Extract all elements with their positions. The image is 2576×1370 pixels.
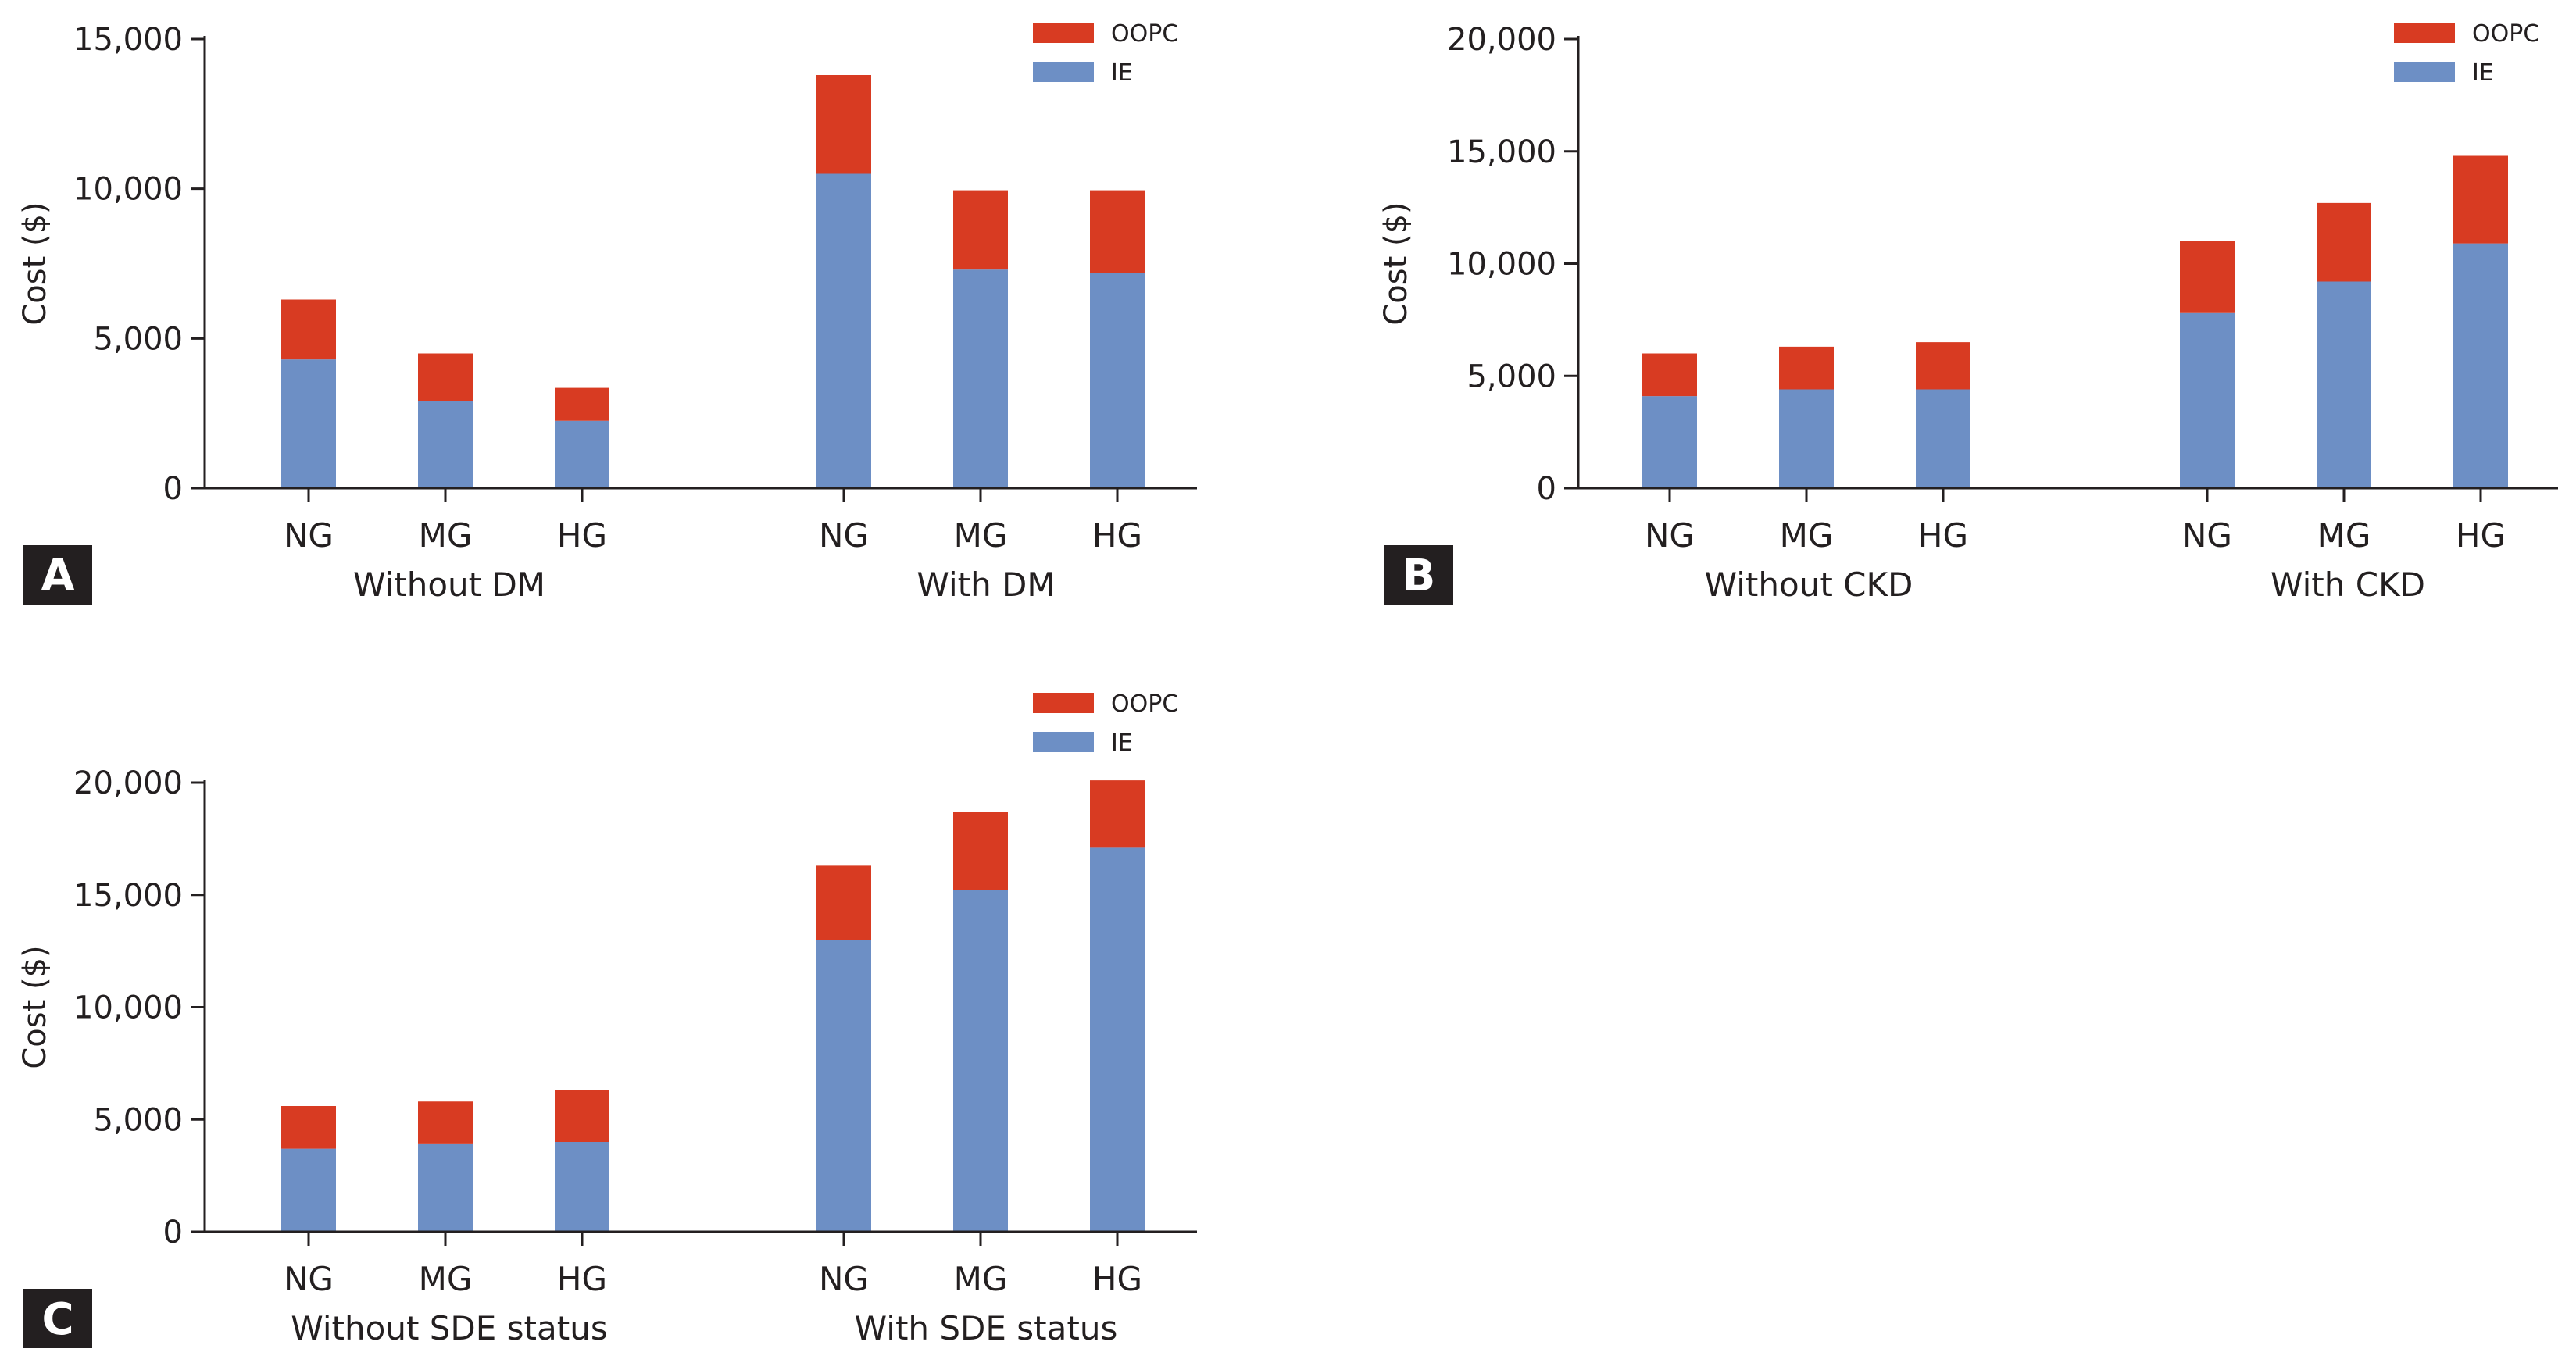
x-tick-label: MG: [954, 516, 1008, 555]
bar-ie-0: [281, 1148, 336, 1232]
bar-oopc-1: [1779, 346, 1834, 390]
x-tick-label: HG: [2456, 516, 2506, 555]
bar-ie-3: [816, 173, 871, 488]
y-tick-label: 10,000: [1447, 247, 1556, 283]
group-label: Without CKD: [1705, 565, 1913, 604]
bar-oopc-0: [281, 299, 336, 360]
x-tick-label: MG: [419, 516, 473, 555]
bar-ie-1: [1779, 389, 1834, 488]
panel-a: 0 5,000 10,000 15,000 NG MG HG NG MG HG Without DM…: [17, 20, 1197, 605]
bar-oopc-1: [418, 1101, 473, 1144]
panel-letter-box: [23, 1289, 92, 1348]
bar-oopc-3: [2180, 241, 2235, 313]
bar-oopc-4: [953, 812, 1008, 890]
y-tick-label: 15,000: [73, 22, 183, 58]
y-axis-label: Cost ($): [1378, 202, 1414, 325]
x-tick-label: HG: [1092, 1260, 1142, 1298]
x-tick-label: HG: [1092, 516, 1142, 555]
bar-ie-3: [2180, 312, 2235, 488]
legend-swatch-oopc: [1033, 693, 1094, 713]
bar-oopc-0: [281, 1106, 336, 1149]
group-label: With CKD: [2271, 565, 2425, 604]
x-tick-label: HG: [1918, 516, 1968, 555]
bar-ie-1: [418, 1143, 473, 1232]
panel-letter: A: [41, 551, 75, 601]
x-tick-label: MG: [2317, 516, 2371, 555]
x-tick-label: MG: [1780, 516, 1834, 555]
y-tick-label: 5,000: [93, 321, 183, 357]
bar-oopc-2: [1916, 342, 1970, 390]
legend-swatch-ie: [2394, 62, 2455, 82]
bar-ie-2: [555, 1142, 609, 1232]
bar-ie-5: [1090, 273, 1145, 488]
y-tick-label: 0: [1537, 471, 1556, 507]
legend-swatch-ie: [1033, 732, 1094, 752]
y-tick-label: 5,000: [93, 1102, 183, 1138]
y-tick-label: 10,000: [73, 172, 183, 208]
legend-label-ie: IE: [1111, 730, 1133, 757]
y-tick-label: 15,000: [73, 878, 183, 914]
x-tick-label: NG: [819, 516, 869, 555]
legend-swatch-ie: [1033, 62, 1094, 82]
bar-oopc-5: [1090, 190, 1145, 273]
bar-oopc-1: [418, 353, 473, 401]
legend-label-oopc: OOPC: [2472, 20, 2539, 48]
bar-oopc-4: [953, 190, 1008, 270]
bar-ie-5: [2453, 243, 2508, 488]
group-label: With SDE status: [855, 1309, 1118, 1347]
legend-swatch-oopc: [2394, 23, 2455, 43]
y-tick-label: 15,000: [1447, 134, 1556, 170]
bar-ie-0: [281, 359, 336, 488]
x-tick-label: NG: [1645, 516, 1695, 555]
bar-ie-0: [1642, 396, 1697, 488]
legend-label-ie: IE: [1111, 59, 1133, 87]
panel-letter: B: [1402, 551, 1436, 601]
y-tick-label: 20,000: [73, 765, 183, 801]
x-tick-label: NG: [284, 516, 334, 555]
bar-oopc-5: [1090, 780, 1145, 848]
group-label: With DM: [916, 565, 1055, 604]
legend-label-ie: IE: [2472, 59, 2494, 87]
bar-oopc-3: [816, 865, 871, 940]
panel-letter: C: [41, 1294, 73, 1345]
bar-oopc-2: [555, 1090, 609, 1142]
bar-ie-5: [1090, 847, 1145, 1232]
y-tick-label: 0: [163, 1215, 183, 1250]
group-label: Without DM: [353, 565, 545, 604]
bar-ie-4: [953, 890, 1008, 1232]
x-tick-label: NG: [819, 1260, 869, 1298]
x-tick-label: MG: [954, 1260, 1008, 1298]
panel-letter-box: [1384, 545, 1453, 605]
bar-ie-2: [555, 420, 609, 488]
bar-oopc-0: [1642, 353, 1697, 397]
y-tick-label: 20,000: [1447, 22, 1556, 58]
bar-ie-4: [953, 269, 1008, 488]
y-tick-label: 0: [163, 471, 183, 507]
legend-swatch-oopc: [1033, 23, 1094, 43]
x-tick-label: NG: [284, 1260, 334, 1298]
x-tick-label: MG: [419, 1260, 473, 1298]
bar-ie-3: [816, 940, 871, 1232]
panel-c: 0 5,000 10,000 15,000 20,000 NG MG HG NG MG HG With…: [17, 690, 1197, 1348]
bar-oopc-2: [555, 387, 609, 421]
y-axis-label: Cost ($): [17, 945, 53, 1069]
x-tick-label: HG: [557, 1260, 607, 1298]
x-tick-label: NG: [2182, 516, 2232, 555]
y-tick-label: 10,000: [73, 990, 183, 1026]
bar-ie-1: [418, 401, 473, 488]
y-axis-label: Cost ($): [17, 202, 53, 325]
bar-ie-4: [2317, 281, 2371, 488]
bar-oopc-4: [2317, 202, 2371, 282]
panel-letter-box: [23, 545, 92, 605]
bar-oopc-5: [2453, 155, 2508, 244]
legend-label-oopc: OOPC: [1111, 690, 1178, 718]
x-tick-label: HG: [557, 516, 607, 555]
group-label: Without SDE status: [291, 1309, 607, 1347]
legend-label-oopc: OOPC: [1111, 20, 1178, 48]
bar-ie-2: [1916, 389, 1970, 488]
y-tick-label: 5,000: [1467, 359, 1556, 394]
bar-oopc-3: [816, 75, 871, 174]
